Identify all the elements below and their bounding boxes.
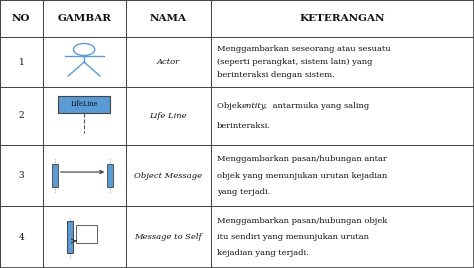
Text: Menggambarkan pasan/hubungan antar: Menggambarkan pasan/hubungan antar bbox=[217, 155, 386, 163]
Text: 1: 1 bbox=[18, 58, 24, 66]
Text: GAMBAR: GAMBAR bbox=[57, 14, 111, 23]
Text: Menggambarkan seseorang atau sesuatu: Menggambarkan seseorang atau sesuatu bbox=[217, 45, 390, 53]
Text: 2: 2 bbox=[18, 111, 24, 120]
Bar bbox=[58, 96, 110, 113]
Bar bbox=[126, 145, 211, 206]
Bar bbox=[126, 37, 211, 87]
Bar bbox=[211, 87, 474, 145]
Text: kejadian yang terjadi.: kejadian yang terjadi. bbox=[217, 250, 309, 257]
Text: 3: 3 bbox=[18, 171, 24, 180]
Text: 4: 4 bbox=[18, 233, 24, 242]
Text: Objek: Objek bbox=[217, 102, 244, 110]
Bar bbox=[126, 206, 211, 268]
Text: NO: NO bbox=[12, 14, 31, 23]
Bar bbox=[107, 164, 113, 187]
Text: Object Message: Object Message bbox=[134, 172, 202, 180]
Bar bbox=[0, 37, 43, 87]
Bar bbox=[75, 225, 97, 243]
Bar bbox=[43, 37, 126, 87]
Bar bbox=[52, 164, 58, 187]
Text: Message to Self: Message to Self bbox=[135, 233, 202, 241]
Text: Life Line: Life Line bbox=[149, 112, 187, 120]
Bar bbox=[126, 0, 211, 37]
Text: yang terjadi.: yang terjadi. bbox=[217, 188, 270, 196]
Bar bbox=[211, 0, 474, 37]
Bar bbox=[66, 221, 73, 253]
Text: LifeLine: LifeLine bbox=[70, 100, 98, 108]
Text: KETERANGAN: KETERANGAN bbox=[300, 14, 385, 23]
Bar bbox=[0, 87, 43, 145]
Text: berinteraksi dengan sistem.: berinteraksi dengan sistem. bbox=[217, 71, 334, 79]
Text: NAMA: NAMA bbox=[150, 14, 187, 23]
Text: Actor: Actor bbox=[157, 58, 180, 66]
Text: berinteraksi.: berinteraksi. bbox=[217, 122, 271, 130]
Text: Menggambarkan pasan/hubungan objek: Menggambarkan pasan/hubungan objek bbox=[217, 217, 387, 225]
Bar bbox=[43, 87, 126, 145]
Bar bbox=[126, 87, 211, 145]
Bar bbox=[211, 206, 474, 268]
Bar bbox=[43, 206, 126, 268]
Bar bbox=[0, 145, 43, 206]
Bar bbox=[43, 145, 126, 206]
Text: itu sendiri yang menunjukan urutan: itu sendiri yang menunjukan urutan bbox=[217, 233, 369, 241]
Bar bbox=[211, 145, 474, 206]
Bar bbox=[43, 0, 126, 37]
Text: entity,: entity, bbox=[241, 102, 267, 110]
Text: antarmuka yang saling: antarmuka yang saling bbox=[270, 102, 369, 110]
Text: objek yang menunjukan urutan kejadian: objek yang menunjukan urutan kejadian bbox=[217, 172, 387, 180]
Bar bbox=[211, 37, 474, 87]
Text: (seperti perangkat, sistem lain) yang: (seperti perangkat, sistem lain) yang bbox=[217, 58, 372, 66]
Bar bbox=[0, 0, 43, 37]
Bar bbox=[0, 206, 43, 268]
